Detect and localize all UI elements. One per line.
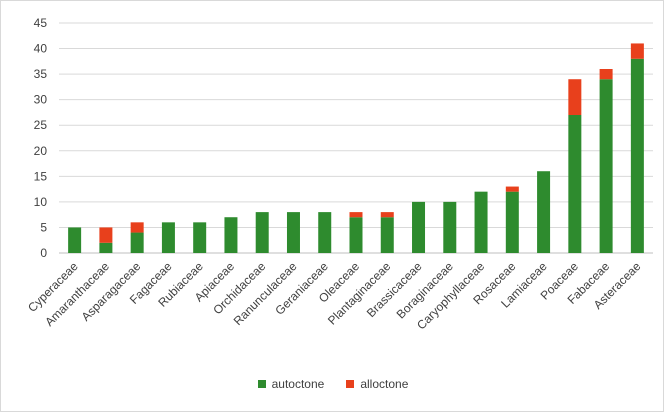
bar-alloctone-asparagaceae bbox=[130, 222, 144, 233]
y-tick-label: 35 bbox=[34, 67, 48, 81]
y-tick-label: 20 bbox=[34, 144, 48, 158]
bar-autoctone-apiaceae bbox=[224, 217, 238, 253]
y-axis-ticks: 0 5 10 15 20 25 30 35 40 45 bbox=[34, 16, 48, 260]
bar-autoctone-plantaginaceae bbox=[380, 217, 394, 253]
bar-autoctone-asteraceae bbox=[630, 58, 644, 254]
bar-autoctone-oleaceae bbox=[349, 217, 363, 253]
y-tick-label: 0 bbox=[40, 246, 47, 260]
y-tick-label: 45 bbox=[34, 16, 48, 30]
bar-alloctone-rosaceae bbox=[505, 186, 519, 192]
legend-item-autoctone: autoctone bbox=[257, 377, 325, 391]
legend-swatch-autoctone bbox=[257, 380, 266, 388]
y-tick-label: 25 bbox=[34, 118, 48, 132]
bar-autoctone-orchidaceae bbox=[255, 212, 269, 253]
bar-autoctone-amaranthaceae bbox=[99, 242, 113, 253]
y-tick-label: 30 bbox=[34, 93, 48, 107]
bar-alloctone-plantaginaceae bbox=[380, 212, 394, 218]
legend-item-alloctone: alloctone bbox=[346, 377, 408, 391]
bar-alloctone-asteraceae bbox=[630, 43, 644, 59]
bar-autoctone-fagaceae bbox=[161, 222, 175, 253]
bar-alloctone-oleaceae bbox=[349, 212, 363, 218]
bar-autoctone-caryophyllaceae bbox=[474, 191, 488, 253]
bar-autoctone-fabaceae bbox=[599, 79, 613, 253]
y-tick-label: 40 bbox=[34, 42, 48, 56]
bar-autoctone-geraniaceae bbox=[318, 212, 332, 253]
bar-autoctone-brassicaceae bbox=[412, 201, 426, 253]
legend: autoctone alloctone bbox=[1, 377, 664, 391]
bar-autoctone-ranunculaceae bbox=[286, 212, 300, 253]
bar-alloctone-amaranthaceae bbox=[99, 227, 113, 243]
legend-swatch-alloctone bbox=[346, 380, 355, 388]
legend-label-alloctone: alloctone bbox=[360, 377, 409, 391]
bar-alloctone-fabaceae bbox=[599, 69, 613, 80]
bar-autoctone-boraginaceae bbox=[443, 201, 457, 253]
bar-alloctone-poaceae bbox=[568, 79, 582, 115]
x-axis-ticks: CyperaceaeAmaranthaceaeAsparagaceaeFagac… bbox=[25, 259, 644, 332]
bar-autoctone-rubiaceae bbox=[193, 222, 207, 253]
bar-autoctone-lamiaceae bbox=[537, 171, 551, 253]
y-tick-label: 15 bbox=[34, 169, 48, 183]
y-tick-label: 5 bbox=[40, 220, 47, 234]
legend-label-autoctone: autoctone bbox=[271, 377, 325, 391]
bars bbox=[68, 43, 644, 254]
bar-autoctone-cyperaceae bbox=[68, 227, 82, 253]
gridlines bbox=[59, 22, 653, 254]
bar-autoctone-asparagaceae bbox=[130, 232, 144, 253]
y-tick-label: 10 bbox=[34, 195, 48, 209]
bar-autoctone-rosaceae bbox=[505, 191, 519, 253]
bar-autoctone-poaceae bbox=[568, 115, 582, 253]
